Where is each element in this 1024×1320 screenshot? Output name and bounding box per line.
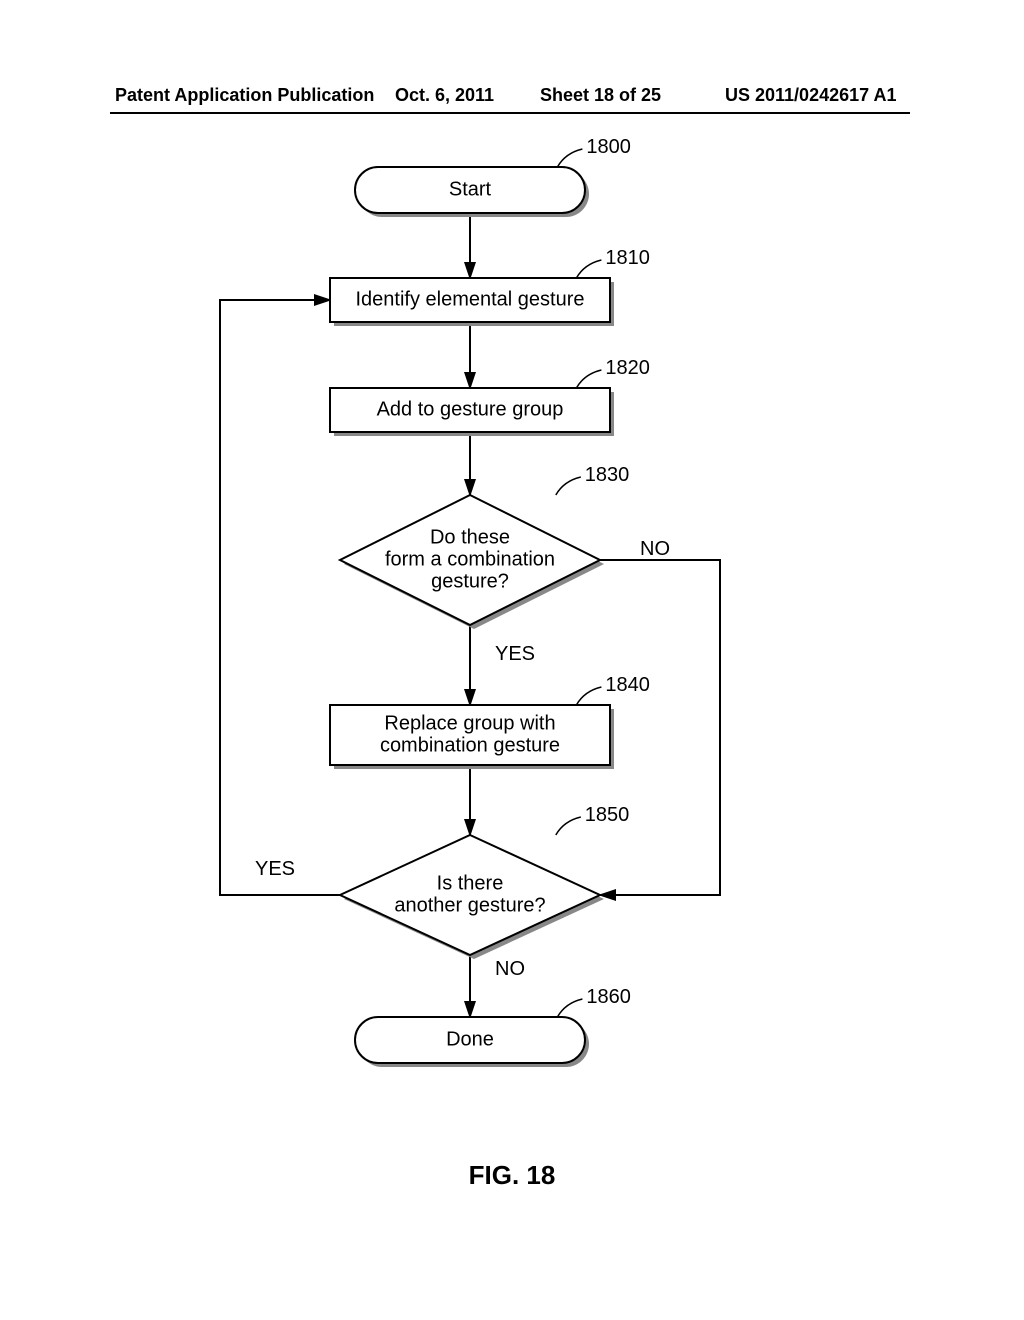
svg-text:1860: 1860 [586,986,631,1008]
svg-text:NO: NO [640,538,670,560]
svg-text:Add to gesture group: Add to gesture group [377,398,564,420]
svg-text:1850: 1850 [585,804,630,826]
svg-text:1840: 1840 [605,674,650,696]
svg-text:Done: Done [446,1028,494,1050]
svg-text:1810: 1810 [605,247,650,269]
svg-text:combination gesture: combination gesture [380,734,560,756]
svg-text:Start: Start [449,178,492,200]
svg-text:Do these: Do these [430,526,510,548]
svg-text:Identify elemental gesture: Identify elemental gesture [355,288,584,310]
svg-text:NO: NO [495,958,525,980]
svg-text:another gesture?: another gesture? [394,894,545,916]
svg-text:1800: 1800 [586,136,631,158]
flowchart: YES NO YES NO Start 1800 Identify elemental ge… [0,0,1024,1320]
svg-text:Replace group with: Replace group with [384,712,555,734]
svg-text:Is there: Is there [437,872,504,894]
figure-label: FIG. 18 [0,1160,1024,1191]
svg-text:YES: YES [495,643,535,665]
svg-text:YES: YES [255,858,295,880]
page: Patent Application Publication Oct. 6, 2… [0,0,1024,1320]
svg-text:gesture?: gesture? [431,570,509,592]
svg-text:1820: 1820 [605,357,650,379]
svg-text:form a combination: form a combination [385,548,555,570]
svg-text:1830: 1830 [585,464,630,486]
